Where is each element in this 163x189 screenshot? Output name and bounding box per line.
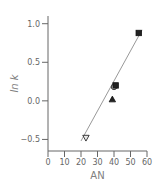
svg-text:40: 40 [109,158,119,167]
svg-text:0.5: 0.5 [27,58,40,67]
svg-text:10: 10 [59,158,69,167]
svg-text:−0.5: −0.5 [21,135,40,144]
svg-text:AN: AN [90,170,104,181]
svg-text:0.0: 0.0 [27,97,40,106]
svg-text:60: 60 [142,158,152,167]
svg-text:1.0: 1.0 [27,20,40,29]
svg-text:0: 0 [45,158,50,167]
svg-text:50: 50 [125,158,135,167]
svg-text:20: 20 [76,158,86,167]
svg-text:ln k: ln k [9,73,20,92]
svg-text:30: 30 [92,158,102,167]
